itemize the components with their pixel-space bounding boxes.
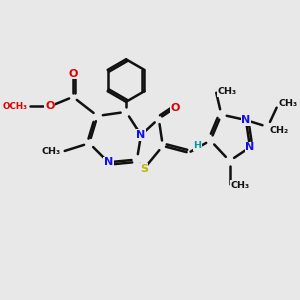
Text: OCH₃: OCH₃ — [2, 102, 27, 111]
Text: S: S — [140, 164, 148, 174]
Text: CH₃: CH₃ — [41, 147, 61, 156]
Text: N: N — [136, 130, 146, 140]
Text: CH₃: CH₃ — [231, 181, 250, 190]
Text: N: N — [241, 115, 250, 125]
Text: H: H — [194, 141, 201, 150]
Text: O: O — [68, 69, 78, 79]
Text: CH₃: CH₃ — [279, 99, 298, 108]
Text: CH₂: CH₂ — [269, 126, 288, 135]
Text: O: O — [45, 101, 55, 111]
Text: N: N — [104, 157, 113, 167]
Text: O: O — [170, 103, 180, 113]
Text: CH₃: CH₃ — [217, 87, 236, 96]
Text: N: N — [245, 142, 255, 152]
